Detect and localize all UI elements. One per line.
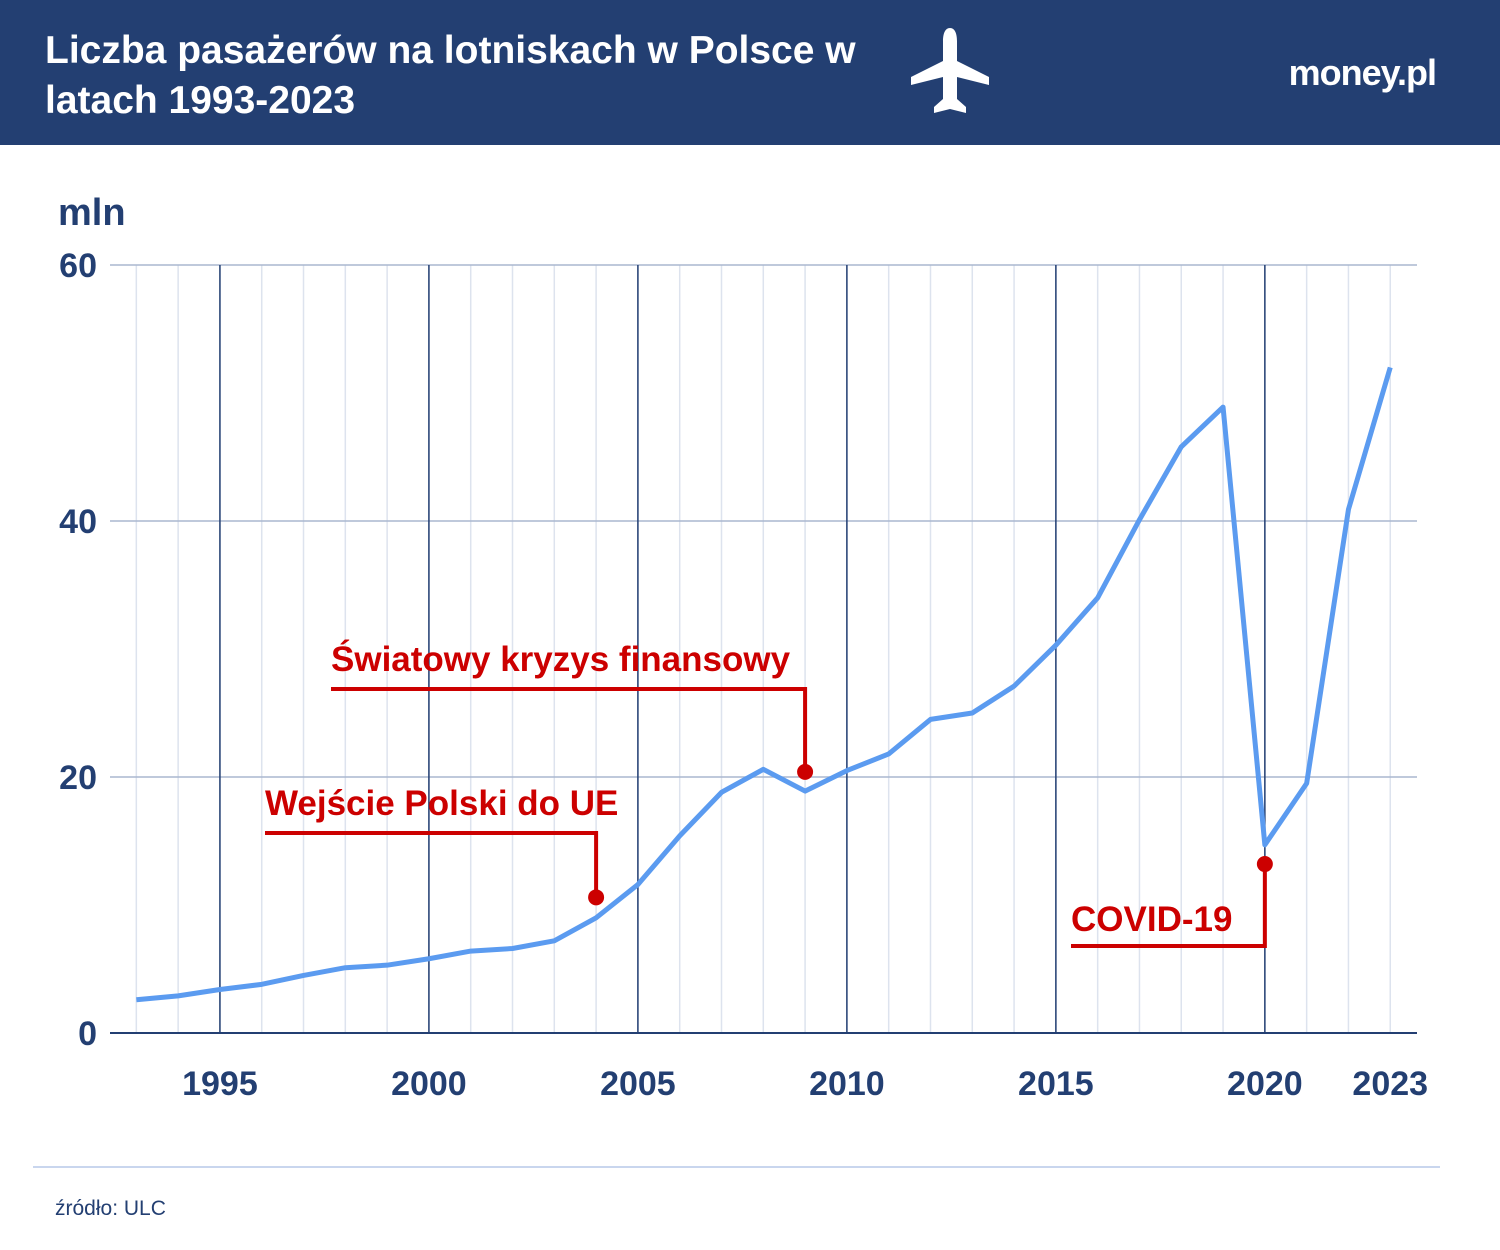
annotation-leader — [1071, 864, 1267, 948]
logo: money.pl — [1288, 52, 1437, 93]
annotation-dot — [588, 889, 605, 906]
annotation-label: COVID-19 — [1071, 900, 1232, 939]
title: Liczba pasażerów na lotniskach w Polsce … — [45, 29, 856, 122]
y-axis-label: mln — [58, 192, 126, 234]
y-tick-label: 60 — [59, 247, 97, 285]
y-tick-label: 0 — [78, 1015, 97, 1053]
annotation-leader — [331, 687, 808, 772]
x-tick-label: 2020 — [1227, 1065, 1303, 1103]
x-tick-label: 2015 — [1018, 1065, 1094, 1103]
x-tick-label: 2005 — [600, 1065, 676, 1103]
x-tick-label: 1995 — [182, 1065, 258, 1103]
header: Liczba pasażerów na lotniskach w Polsce … — [0, 0, 1500, 145]
y-tick-label: 40 — [59, 503, 97, 541]
x-tick-label: 2000 — [391, 1065, 467, 1103]
annotation-label: Światowy kryzys finansowy — [331, 639, 791, 679]
annotation-label: Wejście Polski do UE — [265, 784, 618, 823]
y-tick-label: 20 — [59, 759, 97, 797]
x-tick-label: 2023 — [1352, 1065, 1428, 1103]
footer-rule — [33, 1166, 1440, 1168]
x-tick-label: 2010 — [809, 1065, 885, 1103]
annotation-dot — [1256, 856, 1273, 873]
data-line — [136, 366, 1393, 1003]
plane-icon — [911, 28, 989, 113]
chart: mln 0 20 40 60 1995 2000 2005 2010 2015 2020 2023 W… — [58, 192, 1428, 1103]
annotation-leader — [265, 831, 599, 898]
source: źródło: ULC — [55, 1197, 166, 1220]
annotation-dot — [797, 763, 814, 780]
